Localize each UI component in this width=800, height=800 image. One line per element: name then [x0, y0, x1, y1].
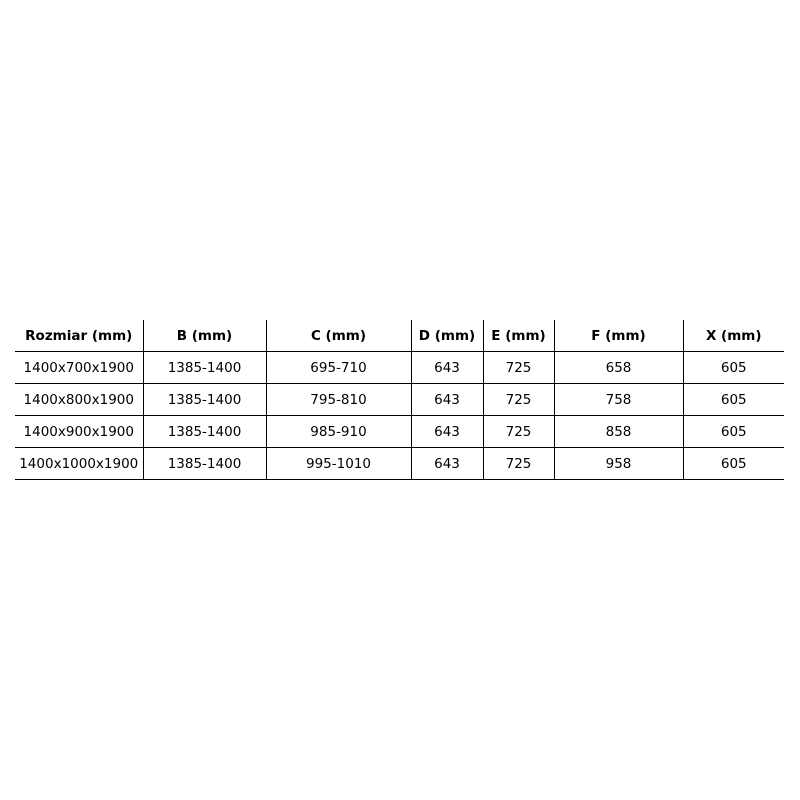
- table-row: 1400x1000x1900 1385-1400 995-1010 643 725 958…: [15, 447, 784, 480]
- cell-rozmiar: 1400x900x1900: [15, 415, 143, 448]
- cell-rozmiar: 1400x700x1900: [15, 351, 143, 384]
- table-row: 1400x900x1900 1385-1400 985-910 643 725 858 60…: [15, 415, 784, 448]
- header-b: B (mm): [142, 320, 266, 352]
- header-x: X (mm): [682, 320, 784, 352]
- cell-c: 795-810: [265, 383, 411, 416]
- cell-d: 643: [410, 415, 483, 448]
- cell-x: 605: [682, 415, 784, 448]
- cell-d: 643: [410, 447, 483, 480]
- header-e: E (mm): [482, 320, 554, 352]
- cell-d: 643: [410, 383, 483, 416]
- cell-b: 1385-1400: [142, 447, 266, 480]
- header-row: Rozmiar (mm) B (mm) C (mm) D (mm) E (mm)…: [15, 320, 784, 352]
- cell-b: 1385-1400: [142, 383, 266, 416]
- table-row: 1400x700x1900 1385-1400 695-710 643 725 658 60…: [15, 351, 784, 384]
- cell-e: 725: [482, 351, 554, 384]
- cell-x: 605: [682, 447, 784, 480]
- cell-f: 658: [553, 351, 683, 384]
- cell-c: 995-1010: [265, 447, 411, 480]
- cell-d: 643: [410, 351, 483, 384]
- cell-x: 605: [682, 351, 784, 384]
- cell-x: 605: [682, 383, 784, 416]
- header-c: C (mm): [265, 320, 411, 352]
- cell-f: 958: [553, 447, 683, 480]
- cell-b: 1385-1400: [142, 351, 266, 384]
- header-rozmiar: Rozmiar (mm): [15, 320, 143, 352]
- cell-e: 725: [482, 447, 554, 480]
- dimensions-table: Rozmiar (mm) B (mm) C (mm) D (mm) E (mm)…: [15, 320, 784, 480]
- cell-e: 725: [482, 415, 554, 448]
- cell-f: 858: [553, 415, 683, 448]
- table-row: 1400x800x1900 1385-1400 795-810 643 725 758 60…: [15, 383, 784, 416]
- cell-c: 985-910: [265, 415, 411, 448]
- cell-f: 758: [553, 383, 683, 416]
- cell-b: 1385-1400: [142, 415, 266, 448]
- cell-c: 695-710: [265, 351, 411, 384]
- cell-e: 725: [482, 383, 554, 416]
- cell-rozmiar: 1400x800x1900: [15, 383, 143, 416]
- cell-rozmiar: 1400x1000x1900: [15, 447, 143, 480]
- header-d: D (mm): [410, 320, 483, 352]
- header-f: F (mm): [553, 320, 683, 352]
